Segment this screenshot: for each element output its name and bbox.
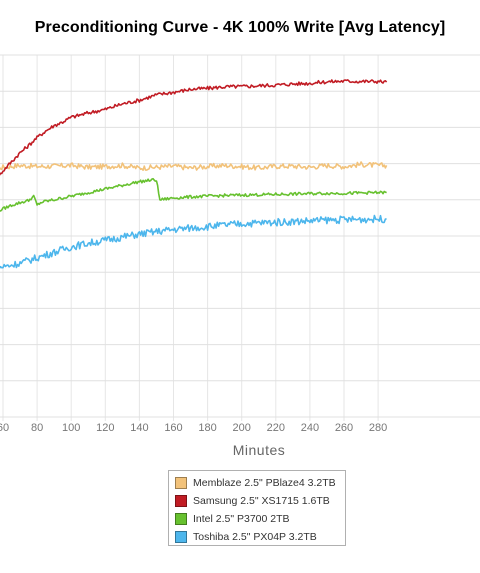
series-line — [0, 214, 387, 269]
series-line — [0, 79, 388, 176]
legend-swatch-samsung — [175, 495, 187, 507]
x-tick-labels: 60 80 100 120 140 160 180 200 220 240 260 280 — [0, 422, 387, 434]
legend-item[interactable]: Samsung 2.5" XS1715 1.6TB — [175, 492, 345, 510]
x-tick-label: 120 — [96, 422, 114, 434]
chart-title: Preconditioning Curve - 4K 100% Write [A… — [34, 19, 446, 36]
x-tick-label: 160 — [164, 422, 182, 434]
x-tick-label: 260 — [335, 422, 353, 434]
legend-label: Toshiba 2.5" PX04P 3.2TB — [193, 531, 317, 543]
x-tick-label: 240 — [301, 422, 319, 434]
x-tick-label: 280 — [369, 422, 387, 434]
legend-label: Samsung 2.5" XS1715 1.6TB — [193, 495, 330, 507]
legend-swatch-toshiba — [175, 531, 187, 543]
legend-item[interactable]: Memblaze 2.5" PBlaze4 3.2TB — [175, 474, 345, 492]
legend-item[interactable]: Toshiba 2.5" PX04P 3.2TB — [175, 528, 345, 546]
legend-label: Intel 2.5" P3700 2TB — [193, 513, 290, 525]
legend-swatch-intel — [175, 513, 187, 525]
legend-swatch-memblaze — [175, 477, 187, 489]
legend-label: Memblaze 2.5" PBlaze4 3.2TB — [193, 477, 336, 489]
legend-item[interactable]: Intel 2.5" P3700 2TB — [175, 510, 345, 528]
plot-series — [0, 79, 388, 269]
x-tick-label: 60 — [0, 422, 9, 434]
x-tick-label: 100 — [62, 422, 80, 434]
x-tick-label: 80 — [31, 422, 43, 434]
series-line — [0, 161, 388, 171]
grid-lines — [0, 54, 480, 421]
x-tick-label: 180 — [198, 422, 216, 434]
x-tick-label: 140 — [130, 422, 148, 434]
series-line — [0, 177, 387, 212]
x-tick-label: 200 — [233, 422, 251, 434]
legend: Memblaze 2.5" PBlaze4 3.2TB Samsung 2.5"… — [168, 470, 346, 546]
x-tick-label: 220 — [267, 422, 285, 434]
x-axis-label: Minutes — [233, 442, 286, 458]
